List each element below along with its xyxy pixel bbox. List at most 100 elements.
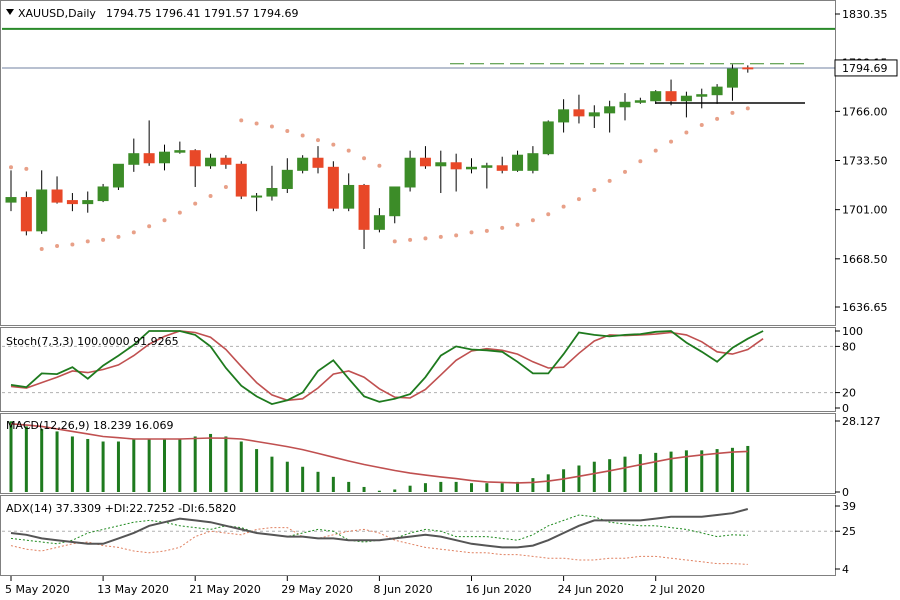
macd-histogram-bar — [715, 449, 719, 492]
sar-dot — [162, 218, 167, 223]
candle-body — [143, 153, 155, 164]
macd-histogram-bar — [116, 441, 120, 492]
macd-histogram-bar — [531, 478, 535, 492]
sar-dot — [669, 139, 674, 144]
bull-candle — [97, 183, 109, 203]
candle-body — [634, 100, 646, 103]
bear-candle — [312, 146, 324, 174]
macd-histogram-bar — [562, 469, 566, 492]
macd-panel[interactable] — [0, 413, 836, 494]
macd-histogram-bar — [638, 454, 642, 492]
candle-body — [343, 184, 355, 209]
macd-histogram-bar — [577, 465, 581, 492]
candle-body — [481, 165, 493, 168]
candle-body — [205, 157, 217, 167]
bear-candle — [51, 176, 63, 204]
ohlc-label: 1794.75 1796.41 1791.57 1794.69 — [106, 7, 298, 20]
bear-candle — [220, 155, 232, 169]
sar-dot — [101, 237, 106, 242]
bull-candle — [297, 155, 309, 174]
candle-body — [680, 95, 692, 102]
sar-dot — [316, 138, 320, 143]
price-tick-label: 1701.00 — [842, 204, 888, 217]
sar-dot — [730, 110, 735, 115]
macd-histogram-bar — [40, 428, 44, 492]
candlesticks — [5, 64, 754, 249]
sar-dot — [269, 124, 274, 129]
macd-label: MACD(12,26,9) 18.239 16.069 — [6, 419, 174, 432]
macd-indicator: 28.127 0 — [9, 415, 881, 499]
macd-histogram-bar — [70, 436, 74, 492]
candle-body — [466, 166, 477, 170]
macd-signal-line — [10, 423, 748, 484]
bull-candle — [527, 146, 539, 174]
macd-histogram-bar — [408, 485, 412, 492]
bull-candle — [588, 105, 600, 128]
adx-panel[interactable] — [0, 495, 836, 576]
macd-histogram-bar — [500, 483, 504, 492]
sar-dot — [515, 222, 520, 227]
macd-histogram-bar — [700, 450, 704, 492]
stoch-main-line — [10, 330, 764, 406]
candle-body — [619, 101, 631, 108]
sar-dot — [131, 230, 136, 235]
sar-dot — [592, 187, 597, 192]
macd-histogram-bar — [746, 445, 750, 492]
candle-body — [404, 157, 416, 188]
bull-candle — [466, 158, 477, 174]
sar-dot — [623, 169, 627, 174]
sar-dot — [715, 116, 720, 121]
stoch-tick-label: 100 — [842, 325, 863, 338]
bull-candle — [343, 173, 355, 212]
sar-dot — [653, 148, 658, 153]
candle-body — [266, 187, 278, 197]
bull-candle — [174, 141, 186, 154]
bull-candle — [82, 191, 94, 213]
candle-body — [665, 91, 677, 102]
price-tick-label: 1668.50 — [842, 253, 888, 266]
candle-body — [650, 91, 662, 102]
sar-dot — [392, 239, 397, 244]
macd-histogram-bar — [347, 481, 351, 492]
sar-dot — [454, 233, 459, 238]
macd-histogram-bar — [454, 481, 458, 492]
sar-dot — [9, 165, 13, 170]
bear-candle — [327, 161, 339, 212]
sar-dot — [546, 212, 551, 217]
macd-histogram-bar — [285, 461, 289, 492]
minus-di-line — [10, 527, 748, 565]
bull-candle — [435, 150, 447, 194]
sar-dot — [116, 234, 121, 239]
candle-body — [542, 121, 554, 155]
time-tick-label: 2 Jul 2020 — [650, 583, 705, 596]
sar-dot — [346, 148, 351, 153]
macd-histogram-bar — [55, 431, 59, 492]
dropdown-triangle-icon[interactable] — [6, 9, 14, 15]
bull-candle — [680, 91, 692, 118]
price-tick-label: 1766.00 — [842, 105, 888, 118]
sar-dot — [177, 210, 182, 215]
candle-body — [51, 189, 63, 203]
stoch-tick-label: 0 — [842, 402, 849, 415]
sar-dot — [438, 234, 443, 239]
bull-candle — [404, 150, 416, 192]
bull-candle — [5, 170, 17, 212]
stoch-tick-label: 80 — [842, 340, 856, 353]
candle-body — [281, 169, 293, 189]
time-tick-label: 13 May 2020 — [97, 583, 169, 596]
bull-candle — [266, 165, 278, 201]
price-panel[interactable] — [0, 0, 836, 326]
macd-histogram-bar — [147, 438, 151, 492]
macd-histogram-bar — [301, 466, 305, 492]
macd-histogram-bar — [132, 438, 136, 492]
sar-dot — [362, 156, 367, 161]
candle-body — [97, 186, 109, 202]
stoch-panel[interactable] — [0, 327, 836, 412]
bear-candle — [189, 149, 201, 187]
macd-tick-label: 28.127 — [842, 415, 881, 428]
candle-body — [220, 157, 232, 165]
macd-histogram-bar — [255, 449, 259, 492]
candle-body — [112, 163, 124, 188]
macd-histogram-bar — [86, 438, 90, 492]
